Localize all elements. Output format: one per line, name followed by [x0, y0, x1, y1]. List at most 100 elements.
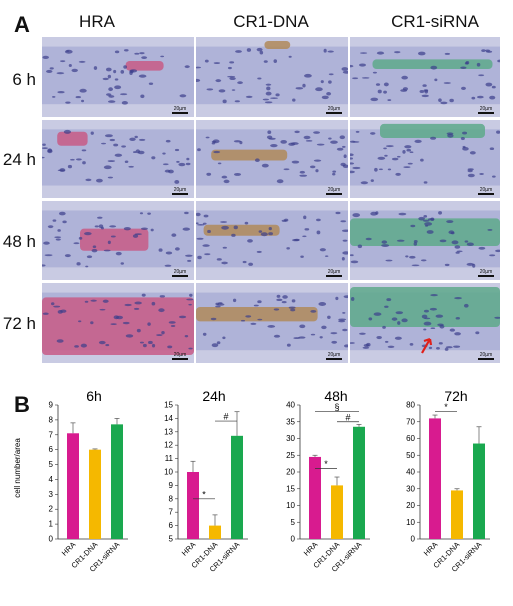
- bar: [209, 525, 221, 539]
- chart-title: 6h: [86, 390, 102, 404]
- bar: [89, 449, 101, 539]
- scale-bar-label: 20µm: [173, 187, 187, 193]
- row-header-72h: 72 h: [2, 314, 36, 333]
- scale-bar: 20µm: [474, 352, 498, 360]
- column-header-cr1-dna: CR1-DNA: [233, 12, 309, 31]
- y-tick-label: 50: [406, 451, 415, 460]
- scale-bar-label: 20µm: [173, 352, 187, 358]
- panel-a-letter: A: [14, 12, 30, 37]
- scale-bar-label: 20µm: [327, 352, 341, 358]
- bar: [331, 485, 343, 539]
- y-tick-label: 20: [286, 468, 295, 477]
- y-tick-label: 40: [286, 401, 295, 410]
- y-tick-label: 12: [164, 441, 173, 450]
- micrograph-tile: 20µm: [196, 37, 348, 117]
- scale-bar-label: 20µm: [173, 106, 187, 112]
- y-tick-label: 9: [49, 401, 54, 410]
- bar: [187, 472, 199, 539]
- category-label: HRA: [302, 540, 320, 558]
- y-tick-label: 7: [169, 508, 174, 517]
- y-tick-label: 30: [286, 434, 295, 443]
- y-tick-label: 5: [169, 535, 174, 544]
- y-tick-label: 1: [49, 520, 54, 529]
- category-label: HRA: [180, 540, 198, 558]
- scale-bar: 20µm: [474, 187, 498, 195]
- row-header-48h: 48 h: [2, 232, 36, 251]
- y-tick-label: 70: [406, 417, 415, 426]
- scale-bar: 20µm: [322, 106, 346, 114]
- scale-bar: 20µm: [474, 269, 498, 277]
- scale-bar-label: 20µm: [327, 269, 341, 275]
- scale-bar-label: 20µm: [479, 187, 493, 193]
- scale-bar: 20µm: [474, 106, 498, 114]
- micrograph-tile: 20µm: [350, 201, 500, 280]
- micrograph-tile: 20µm: [350, 120, 500, 198]
- y-tick-label: 20: [406, 501, 415, 510]
- micrograph-tile: 20µm: [196, 201, 348, 280]
- y-tick-label: 5: [49, 460, 54, 469]
- y-tick-label: 0: [49, 535, 54, 544]
- micrograph-tile: 20µm: [42, 201, 194, 280]
- y-tick-label: 9: [169, 481, 174, 490]
- bar-charts: cell number/area6h0123456789HRACR1-DNACR…: [13, 390, 490, 574]
- micrograph-tile: 20µm: [42, 120, 194, 198]
- y-tick-label: 4: [49, 475, 54, 484]
- scale-bar: 20µm: [168, 352, 192, 360]
- significance-label: §: [334, 402, 339, 412]
- scale-bar: 20µm: [322, 187, 346, 195]
- micrograph-tile: 20µm: [196, 120, 348, 198]
- y-tick-label: 80: [406, 401, 415, 410]
- y-tick-label: 60: [406, 434, 415, 443]
- column-header-cr1-sirna: CR1-siRNA: [391, 12, 479, 31]
- y-tick-label: 35: [286, 417, 295, 426]
- significance-label: *: [324, 459, 328, 469]
- y-tick-label: 30: [406, 484, 415, 493]
- category-label: HRA: [422, 540, 440, 558]
- y-tick-label: 2: [49, 505, 54, 514]
- scale-bar: 20µm: [168, 269, 192, 277]
- significance-label: #: [223, 412, 228, 422]
- scale-bar-label: 20µm: [479, 269, 493, 275]
- y-tick-label: 11: [165, 454, 174, 463]
- scale-bar-label: 20µm: [173, 269, 187, 275]
- y-tick-label: 40: [406, 468, 415, 477]
- row-header-24h: 24 h: [2, 150, 36, 169]
- bar: [353, 426, 365, 539]
- y-tick-label: 13: [164, 427, 173, 436]
- scale-bar-label: 20µm: [327, 106, 341, 112]
- scale-bar-label: 20µm: [479, 106, 493, 112]
- y-tick-label: 0: [411, 535, 416, 544]
- micrograph-tile: 20µm: [42, 37, 194, 117]
- panel-b-letter: B: [14, 392, 30, 417]
- scale-bar: 20µm: [322, 352, 346, 360]
- y-tick-label: 7: [49, 430, 54, 439]
- y-axis-label: cell number/area: [13, 438, 22, 498]
- bar: [309, 456, 321, 539]
- y-tick-label: 6: [169, 521, 174, 530]
- y-tick-label: 14: [164, 414, 173, 423]
- micrograph-tile: 20µm: [196, 283, 348, 363]
- significance-label: #: [345, 412, 350, 422]
- y-tick-label: 15: [286, 484, 295, 493]
- significance-label: *: [444, 402, 448, 412]
- bar: [451, 490, 463, 539]
- y-tick-label: 3: [49, 490, 54, 499]
- scale-bar: 20µm: [322, 269, 346, 277]
- chart-title: 72h: [444, 390, 467, 404]
- bar: [111, 424, 123, 539]
- bar: [231, 435, 243, 539]
- chart-title: 48h: [324, 390, 347, 404]
- column-header-hra: HRA: [79, 12, 115, 31]
- scale-bar: 20µm: [168, 106, 192, 114]
- micrograph-tile: 20µm: [42, 283, 194, 363]
- y-tick-label: 6: [49, 445, 54, 454]
- scale-bar: 20µm: [168, 187, 192, 195]
- chart-title: 24h: [202, 390, 225, 404]
- y-tick-label: 10: [164, 468, 173, 477]
- significance-label: *: [202, 489, 206, 499]
- y-tick-label: 0: [291, 535, 296, 544]
- y-tick-label: 15: [164, 401, 173, 410]
- y-tick-label: 10: [286, 501, 295, 510]
- bar: [67, 433, 79, 539]
- bar: [429, 418, 441, 539]
